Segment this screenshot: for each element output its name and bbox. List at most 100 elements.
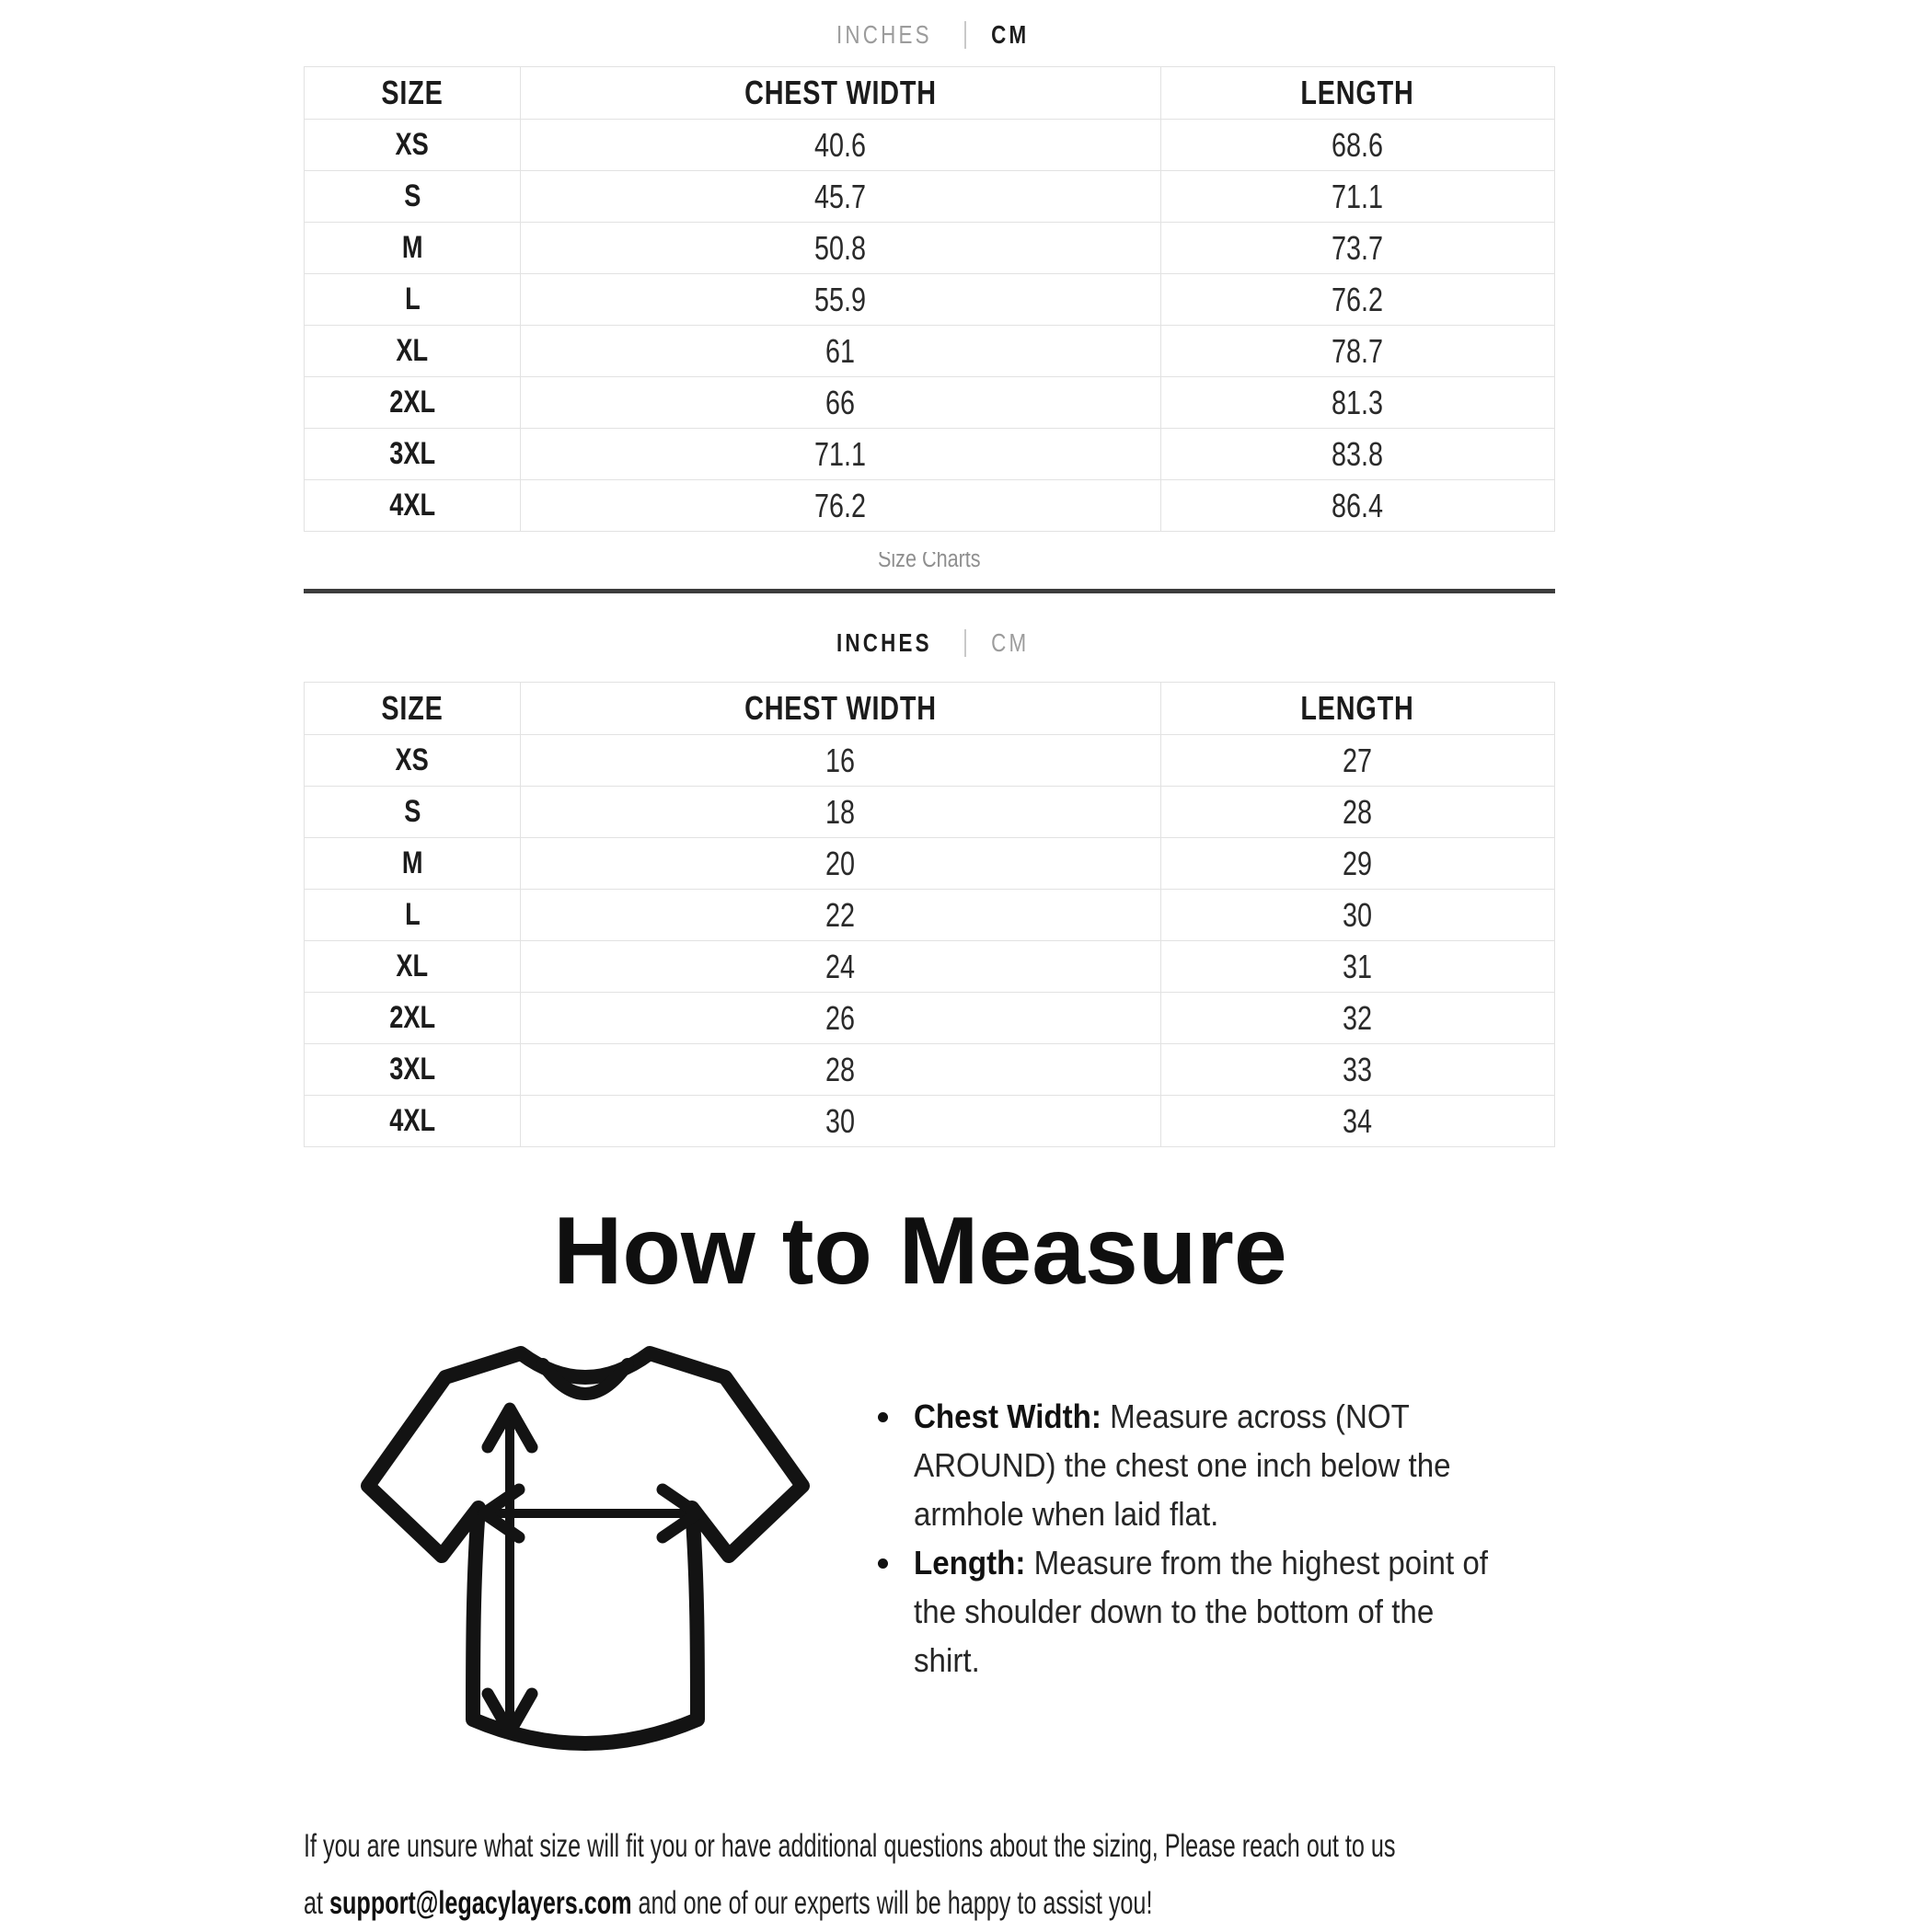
length-cell: 34 bbox=[1343, 1101, 1373, 1140]
chest-cell: 45.7 bbox=[814, 177, 867, 215]
col-header-length: LENGTH bbox=[1300, 689, 1415, 727]
list-item: Length: Measure from the highest point of… bbox=[878, 1538, 1538, 1685]
length-cell: 29 bbox=[1343, 844, 1373, 882]
table-row: 4XL 30 34 bbox=[303, 1095, 1556, 1147]
unit-toggle-bottom: INCHES CM bbox=[304, 615, 1555, 671]
chest-cell: 50.8 bbox=[814, 228, 867, 267]
how-to-measure-title: How to Measure bbox=[553, 1198, 1287, 1305]
tshirt-icon bbox=[361, 1345, 810, 1751]
collar-icon bbox=[536, 1357, 634, 1400]
chest-cell: 61 bbox=[825, 331, 856, 370]
how-to-measure-body: Chest Width: Measure across (NOT AROUND) … bbox=[304, 1313, 1537, 1777]
size-charts-label[interactable]: Size Charts bbox=[878, 545, 981, 572]
size-cell: XS bbox=[395, 742, 430, 777]
tshirt-measurement-diagram bbox=[329, 1313, 841, 1777]
length-cell: 81.3 bbox=[1332, 383, 1384, 421]
size-cell: S bbox=[403, 794, 421, 829]
length-cell: 78.7 bbox=[1332, 331, 1384, 370]
size-cell: 2XL bbox=[389, 1000, 435, 1035]
tab-inches[interactable]: INCHES bbox=[836, 628, 933, 657]
tab-separator bbox=[964, 629, 967, 657]
unit-toggle-top: INCHES CM bbox=[304, 0, 1555, 52]
size-chart-page: INCHES CM SIZE CHEST WIDTH LENGTH XS 40.6… bbox=[303, 0, 1556, 1932]
chest-cell: 26 bbox=[825, 998, 856, 1037]
length-cell: 73.7 bbox=[1332, 228, 1384, 267]
table-row: XS 16 27 bbox=[303, 734, 1556, 787]
table-row: 4XL 76.2 86.4 bbox=[303, 479, 1556, 532]
length-cell: 33 bbox=[1343, 1050, 1373, 1088]
table-row: S 45.7 71.1 bbox=[303, 170, 1556, 223]
chest-cell: 24 bbox=[825, 947, 856, 985]
length-label: Length: bbox=[914, 1543, 1026, 1581]
col-header-chest: CHEST WIDTH bbox=[744, 74, 937, 111]
col-header-chest: CHEST WIDTH bbox=[744, 689, 937, 727]
chest-cell: 22 bbox=[825, 895, 856, 934]
footer-line-2: at support@legacylayers.com and one of o… bbox=[304, 1884, 1153, 1921]
tab-cm[interactable]: CM bbox=[991, 628, 1030, 657]
table-row: L 22 30 bbox=[303, 889, 1556, 941]
size-cell: M bbox=[401, 230, 423, 265]
table-row: XS 40.6 68.6 bbox=[303, 119, 1556, 171]
tab-inches[interactable]: INCHES bbox=[836, 20, 933, 49]
chest-cell: 55.9 bbox=[814, 280, 867, 318]
table-row: 2XL 26 32 bbox=[303, 992, 1556, 1044]
length-cell: 83.8 bbox=[1332, 434, 1384, 473]
table-row: XL 24 31 bbox=[303, 940, 1556, 993]
size-cell: 4XL bbox=[389, 1103, 435, 1138]
section-divider bbox=[304, 589, 1555, 593]
chest-cell: 40.6 bbox=[814, 125, 867, 164]
table-row: M 50.8 73.7 bbox=[303, 222, 1556, 274]
size-chart-table-cm: SIZE CHEST WIDTH LENGTH XS 40.6 68.6 S 45.7… bbox=[303, 66, 1556, 532]
table-row: 3XL 71.1 83.8 bbox=[303, 428, 1556, 480]
length-cell: 27 bbox=[1343, 741, 1373, 779]
size-chart-table-inches: SIZE CHEST WIDTH LENGTH XS 16 27 S 18 28 M 20… bbox=[303, 682, 1556, 1147]
size-cell: XL bbox=[396, 333, 429, 368]
length-cell: 32 bbox=[1343, 998, 1373, 1037]
size-cell: 4XL bbox=[389, 488, 435, 523]
tab-separator bbox=[964, 21, 967, 49]
chest-cell: 18 bbox=[825, 792, 856, 831]
support-email: support@legacylayers.com bbox=[329, 1884, 632, 1921]
size-cell: 3XL bbox=[389, 436, 435, 471]
chest-width-label: Chest Width: bbox=[914, 1397, 1101, 1435]
list-item: Chest Width: Measure across (NOT AROUND) … bbox=[878, 1392, 1538, 1538]
size-cell: L bbox=[404, 897, 421, 932]
length-arrow-icon bbox=[481, 1402, 538, 1739]
size-cell: 2XL bbox=[389, 385, 435, 420]
chest-width-instruction: Chest Width: Measure across (NOT AROUND) … bbox=[914, 1397, 1451, 1533]
how-to-measure-section: How to Measure bbox=[304, 1197, 1537, 1777]
length-cell: 31 bbox=[1343, 947, 1373, 985]
header-row: SIZE CHEST WIDTH LENGTH bbox=[303, 682, 1556, 735]
size-cell: 3XL bbox=[389, 1052, 435, 1087]
length-instruction: Length: Measure from the highest point of… bbox=[914, 1543, 1489, 1679]
table-row: L 55.9 76.2 bbox=[303, 273, 1556, 326]
bullet-icon bbox=[878, 1411, 888, 1422]
chest-cell: 16 bbox=[825, 741, 856, 779]
col-header-length: LENGTH bbox=[1300, 74, 1415, 111]
length-cell: 68.6 bbox=[1332, 125, 1384, 164]
length-cell: 28 bbox=[1343, 792, 1373, 831]
tshirt-outline bbox=[361, 1345, 810, 1751]
table-row: 3XL 28 33 bbox=[303, 1043, 1556, 1096]
col-header-size: SIZE bbox=[381, 74, 444, 111]
length-cell: 86.4 bbox=[1332, 486, 1384, 524]
length-cell: 76.2 bbox=[1332, 280, 1384, 318]
chest-cell: 76.2 bbox=[814, 486, 867, 524]
table-row: 2XL 66 81.3 bbox=[303, 376, 1556, 429]
size-cell: L bbox=[404, 282, 421, 316]
size-cell: XS bbox=[395, 127, 430, 162]
table-row: M 20 29 bbox=[303, 837, 1556, 890]
header-row: SIZE CHEST WIDTH LENGTH bbox=[303, 66, 1556, 120]
table-row: XL 61 78.7 bbox=[303, 325, 1556, 377]
length-cell: 30 bbox=[1343, 895, 1373, 934]
tab-cm[interactable]: CM bbox=[991, 20, 1030, 49]
measure-instructions: Chest Width: Measure across (NOT AROUND) … bbox=[878, 1392, 1538, 1777]
size-cell: M bbox=[401, 845, 423, 880]
bullet-icon bbox=[878, 1558, 888, 1569]
size-charts-heading-wrap: Size Charts bbox=[304, 545, 1555, 574]
length-cell: 71.1 bbox=[1332, 177, 1384, 215]
chest-cell: 30 bbox=[825, 1101, 856, 1140]
chest-cell: 66 bbox=[825, 383, 856, 421]
size-cell: XL bbox=[396, 949, 429, 983]
footer-line-1: If you are unsure what size will fit you… bbox=[304, 1827, 1396, 1864]
